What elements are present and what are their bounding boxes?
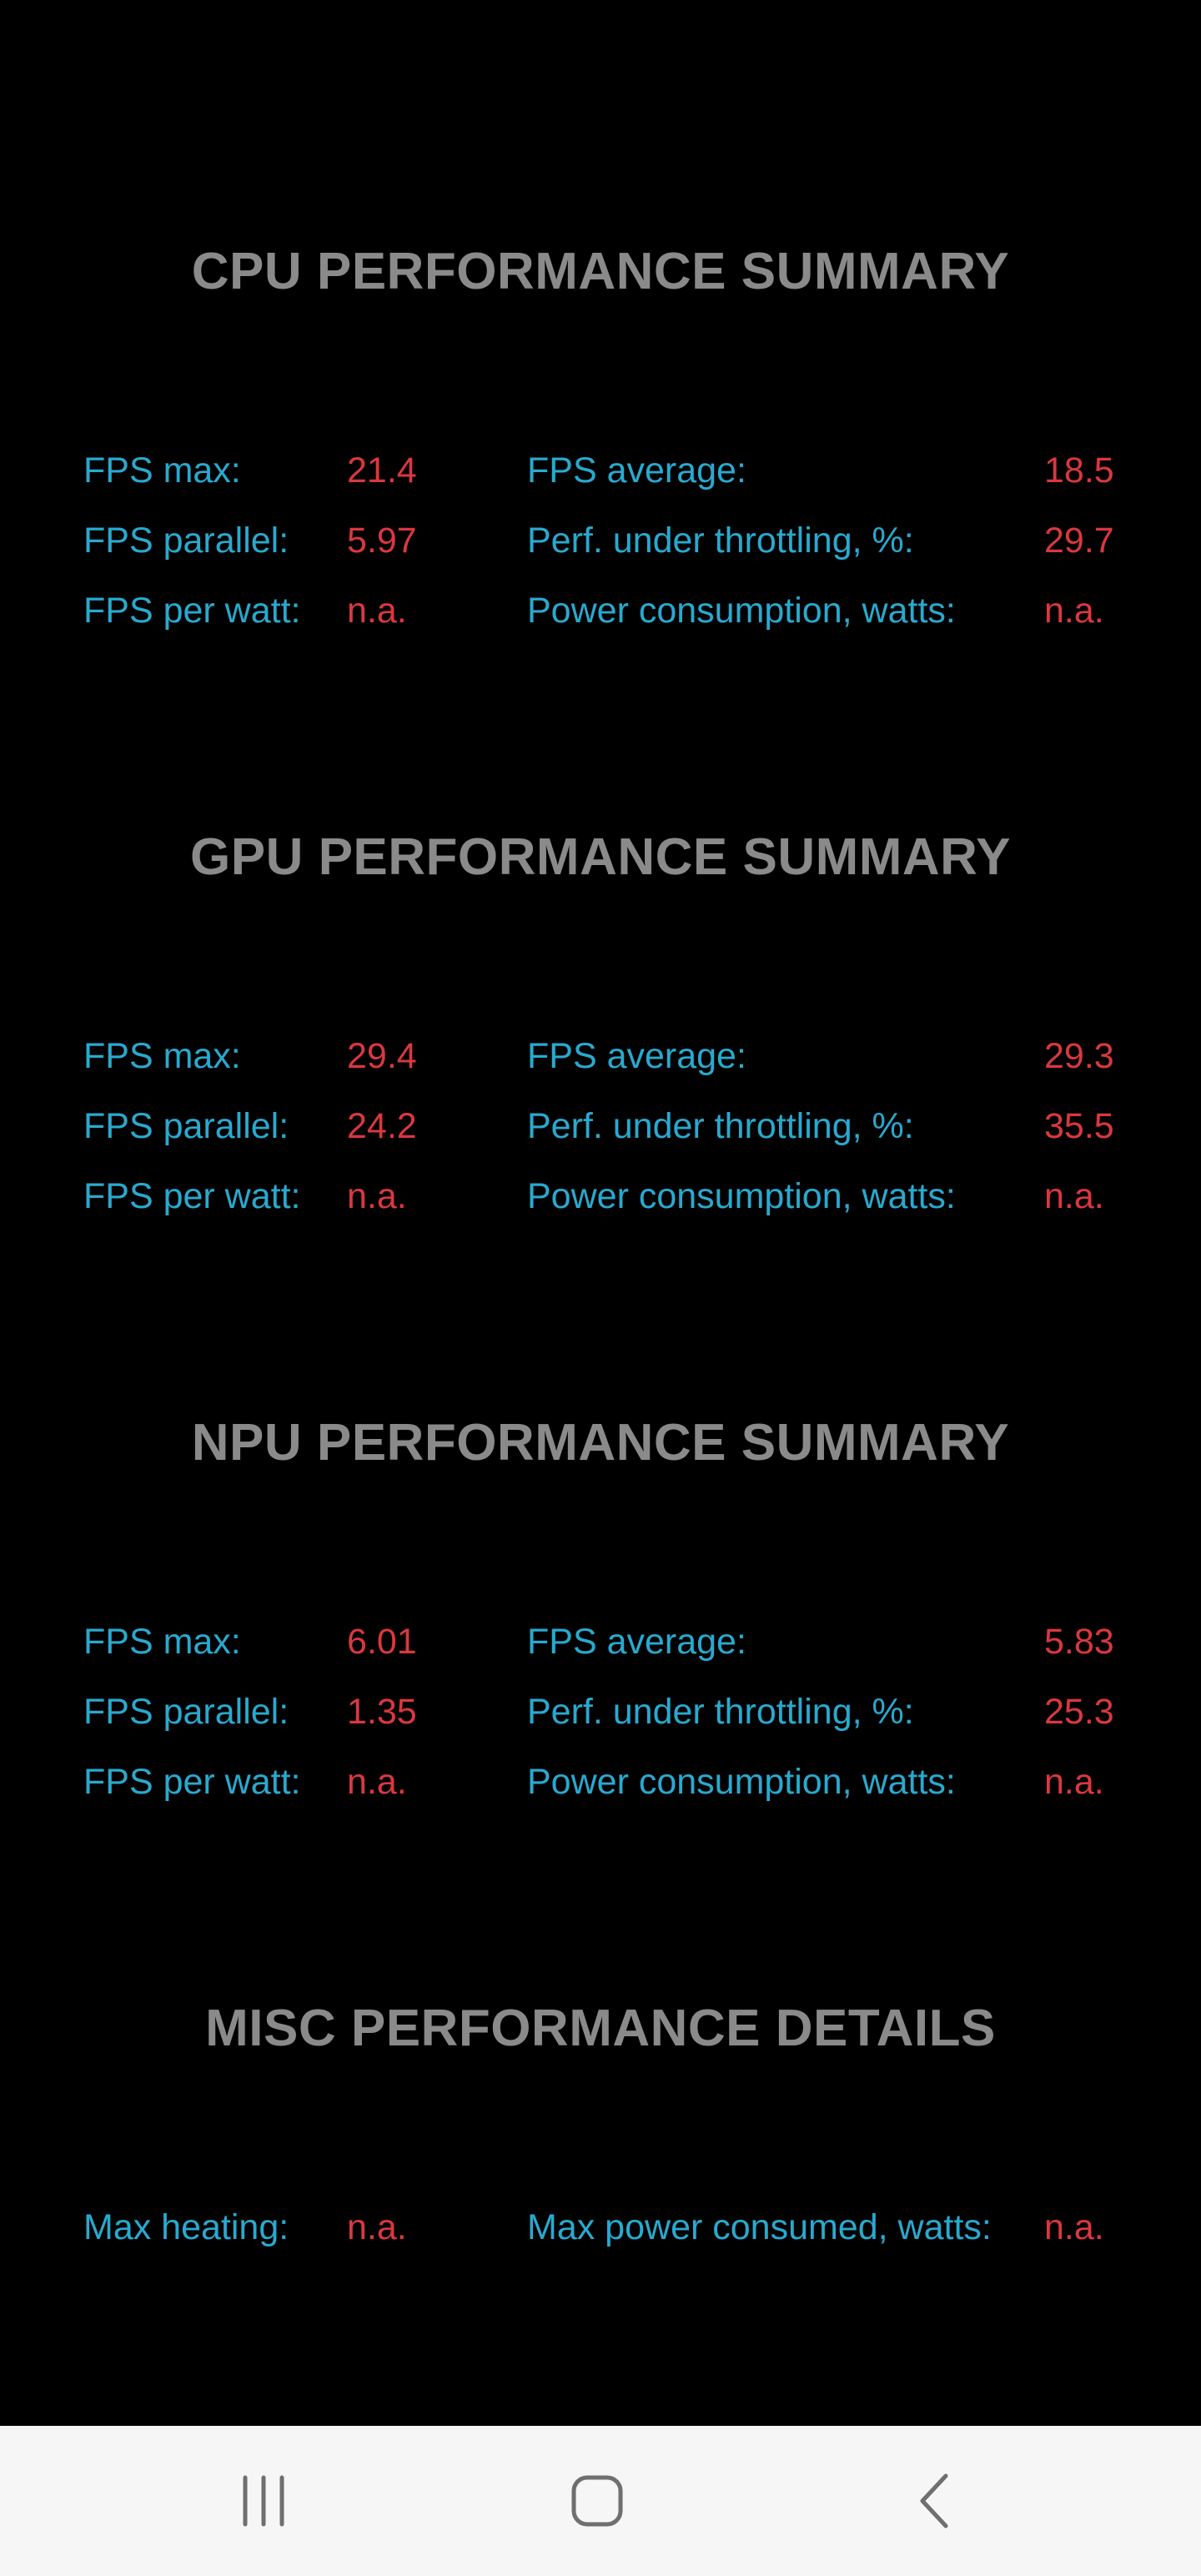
section-title: CPU PERFORMANCE SUMMARY [191, 243, 1010, 300]
metric-value: 35.5 [1044, 1106, 1114, 1146]
metric-row: FPS per watt: n.a. Power consumption, wa… [0, 1757, 1201, 1807]
metric-label: FPS parallel: [83, 521, 289, 561]
metric-label: Max heating: [83, 2207, 289, 2247]
metric-value: 29.3 [1044, 1036, 1114, 1076]
metric-value: 29.4 [347, 1036, 417, 1076]
metric-value: n.a. [1044, 591, 1104, 631]
metric-value: n.a. [347, 1762, 407, 1802]
metric-row: FPS per watt: n.a. Power consumption, wa… [0, 586, 1201, 636]
metric-label: Perf. under throttling, %: [527, 1106, 914, 1146]
metric-label: FPS average: [527, 450, 746, 491]
recent-apps-button[interactable] [214, 2459, 314, 2543]
metric-label: FPS per watt: [83, 1762, 301, 1802]
metric-value: 18.5 [1044, 450, 1114, 491]
metric-value: 21.4 [347, 450, 417, 491]
metric-label: FPS max: [83, 1622, 241, 1662]
metric-label: FPS parallel: [83, 1692, 289, 1732]
metric-label: Power consumption, watts: [527, 1762, 956, 1802]
metric-value: n.a. [347, 1176, 407, 1216]
navigation-bar [0, 2426, 1201, 2576]
metric-label: FPS average: [527, 1036, 746, 1076]
home-button[interactable] [547, 2459, 647, 2543]
home-icon [571, 2475, 623, 2527]
metric-value: 5.97 [347, 521, 417, 561]
metric-value: 24.2 [347, 1106, 417, 1146]
metric-label: FPS average: [527, 1622, 746, 1662]
back-icon [920, 2473, 948, 2528]
metric-value: 5.83 [1044, 1622, 1114, 1662]
metric-label: Power consumption, watts: [527, 1176, 956, 1216]
metric-value: n.a. [347, 2207, 407, 2247]
metric-value: n.a. [347, 591, 407, 631]
section-title: MISC PERFORMANCE DETAILS [205, 2000, 996, 2057]
metric-label: FPS max: [83, 1036, 241, 1076]
metric-row: FPS max: 29.4 FPS average: 29.3 [0, 1031, 1201, 1081]
section-title: NPU PERFORMANCE SUMMARY [191, 1414, 1010, 1472]
metric-row: FPS parallel: 5.97 Perf. under throttlin… [0, 516, 1201, 566]
metric-value: 6.01 [347, 1622, 417, 1662]
metric-value: n.a. [1044, 1762, 1104, 1802]
metric-label: FPS max: [83, 450, 241, 491]
metric-label: FPS per watt: [83, 1176, 301, 1216]
back-button[interactable] [884, 2459, 984, 2543]
recent-apps-icon [243, 2475, 284, 2527]
metric-label: Perf. under throttling, %: [527, 1692, 914, 1732]
metric-label: Power consumption, watts: [527, 591, 956, 631]
metric-row: FPS parallel: 24.2 Perf. under throttlin… [0, 1101, 1201, 1151]
section-title: GPU PERFORMANCE SUMMARY [189, 828, 1011, 886]
metric-row: Max heating: n.a. Max power consumed, wa… [0, 2202, 1201, 2252]
metric-label: FPS per watt: [83, 591, 301, 631]
metric-label: FPS parallel: [83, 1106, 289, 1146]
metric-label: Perf. under throttling, %: [527, 521, 914, 561]
metric-value: n.a. [1044, 2207, 1104, 2247]
metric-value: 1.35 [347, 1692, 417, 1732]
metric-value: 29.7 [1044, 521, 1114, 561]
metric-row: FPS parallel: 1.35 Perf. under throttlin… [0, 1687, 1201, 1737]
metric-row: FPS max: 6.01 FPS average: 5.83 [0, 1617, 1201, 1667]
metric-row: FPS per watt: n.a. Power consumption, wa… [0, 1171, 1201, 1221]
metric-value: 25.3 [1044, 1692, 1114, 1732]
metric-value: n.a. [1044, 1176, 1104, 1216]
metric-label: Max power consumed, watts: [527, 2207, 992, 2247]
metric-row: FPS max: 21.4 FPS average: 18.5 [0, 445, 1201, 496]
